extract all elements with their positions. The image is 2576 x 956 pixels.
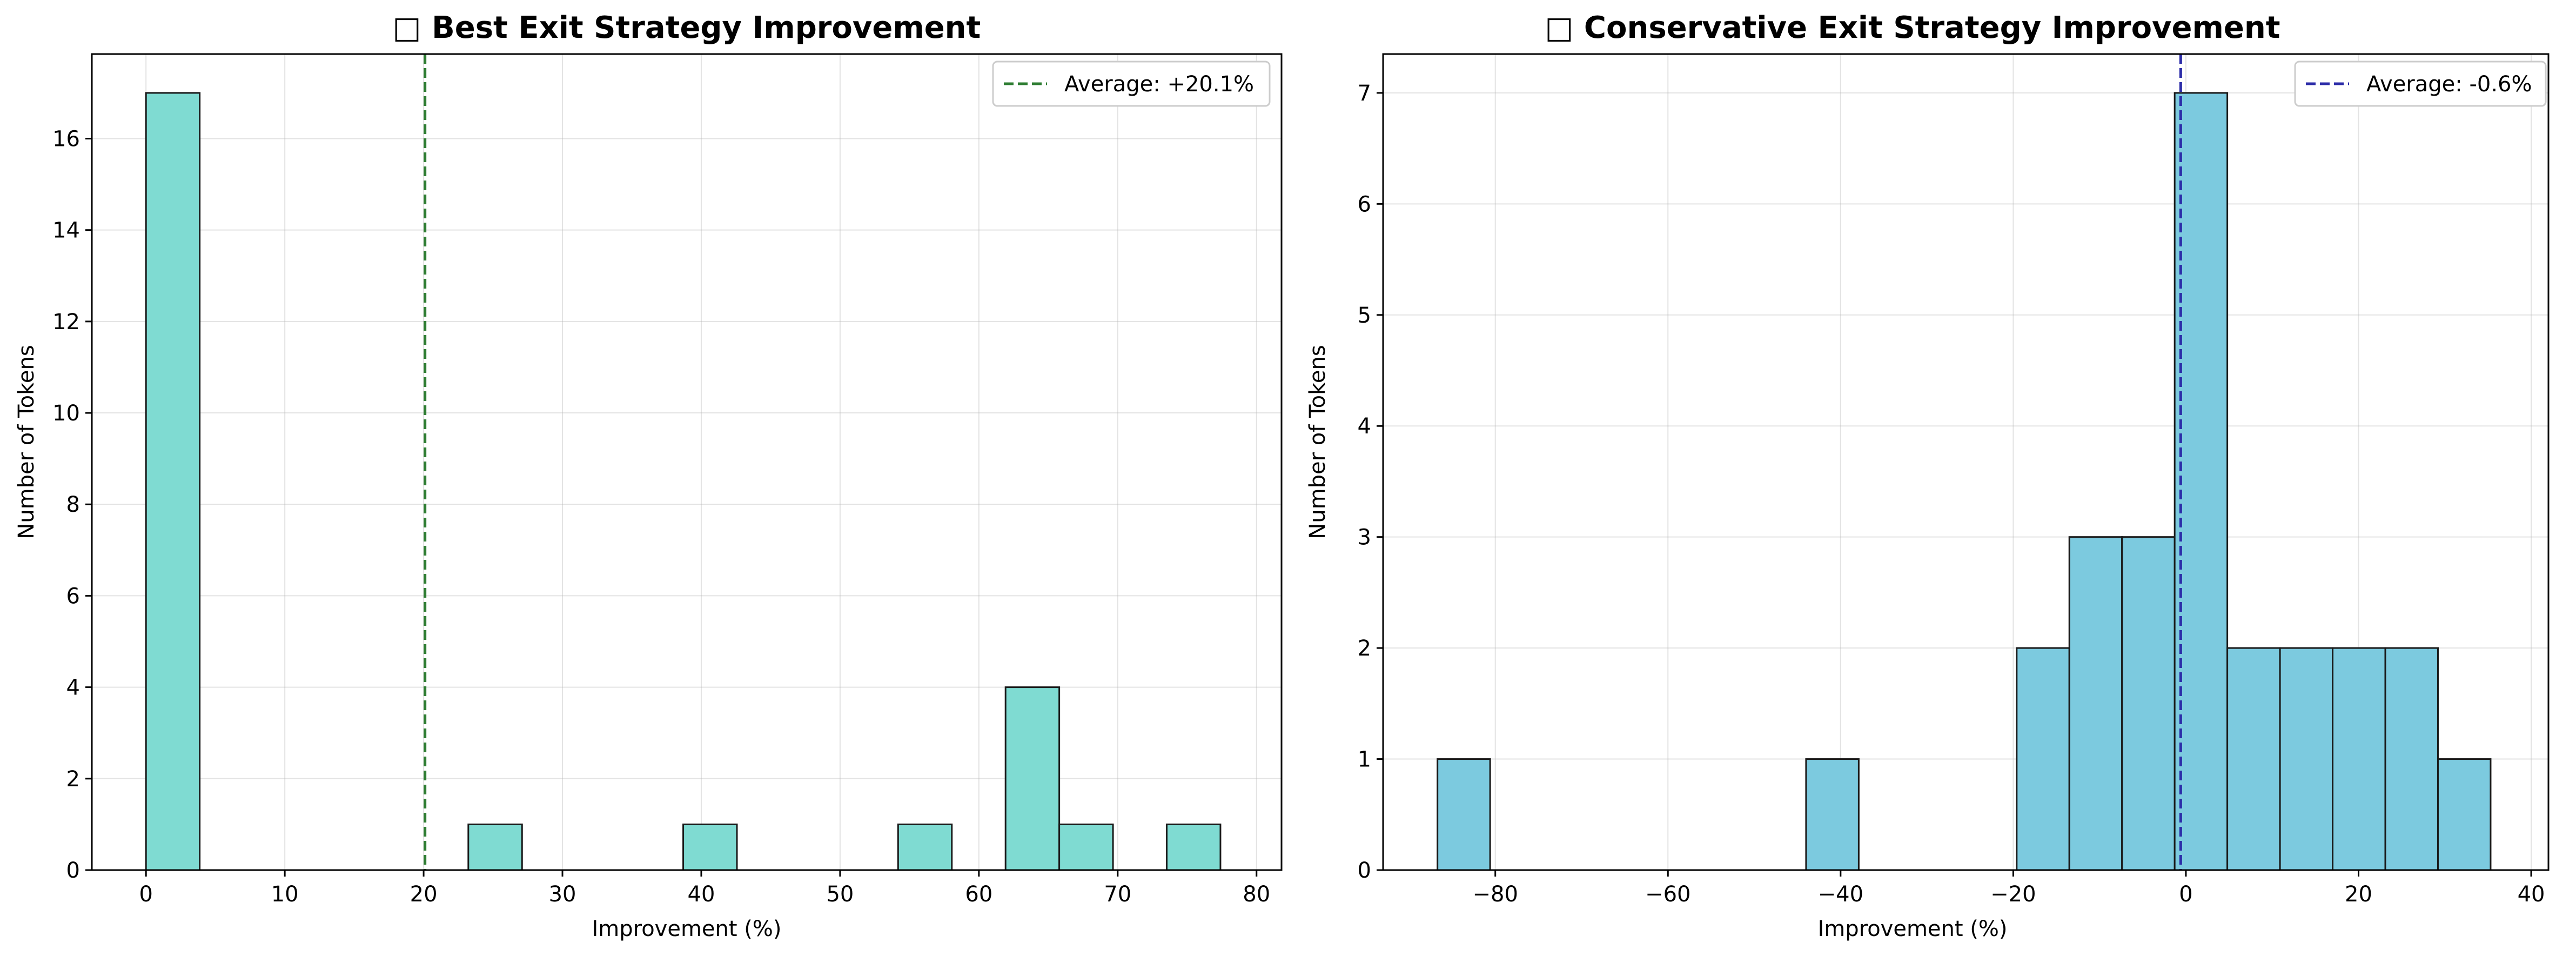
conservative-exit-x-tick-label: −60 bbox=[1645, 882, 1691, 907]
conservative-exit-title: □ Conservative Exit Strategy Improvement bbox=[1545, 10, 2280, 45]
conservative-exit-bar-16 bbox=[2279, 647, 2334, 871]
conservative-exit-bar-17 bbox=[2332, 647, 2386, 871]
conservative-exit-x-tick-label: 40 bbox=[2518, 882, 2545, 907]
best-exit-x-tick-label: 60 bbox=[965, 882, 992, 907]
best-exit-y-tick-label: 14 bbox=[52, 218, 80, 243]
conservative-exit-x-tick-label: 0 bbox=[2179, 882, 2192, 907]
best-exit-y-tick-label: 8 bbox=[66, 492, 80, 517]
conservative-exit-x-tick-label: 20 bbox=[2345, 882, 2372, 907]
best-exit-title: □ Best Exit Strategy Improvement bbox=[393, 10, 981, 45]
conservative-exit-y-tick-label: 5 bbox=[1358, 303, 1371, 328]
conservative-exit-y-tick-label: 6 bbox=[1358, 192, 1371, 217]
conservative-exit-ticks: −80 −60 −40 −20 0 20 40 0 1 2 3 4 5 6 7 bbox=[1358, 81, 2545, 907]
conservative-exit-bar-13 bbox=[2121, 536, 2176, 871]
conservative-exit-bar-12 bbox=[2068, 536, 2123, 871]
best-exit-legend-label: Average: +20.1% bbox=[1064, 72, 1254, 97]
best-exit-x-tick-label: 70 bbox=[1104, 882, 1131, 907]
best-exit-x-tick-label: 0 bbox=[139, 882, 152, 907]
best-exit-x-label: Improvement (%) bbox=[592, 917, 781, 941]
conservative-exit-y-tick-label: 1 bbox=[1358, 747, 1371, 772]
conservative-exit-legend-label: Average: -0.6% bbox=[2366, 72, 2532, 97]
conservative-exit-y-tick-label: 2 bbox=[1358, 636, 1371, 661]
conservative-exit-bar-18 bbox=[2384, 647, 2439, 871]
best-exit-y-tick-label: 12 bbox=[52, 310, 80, 335]
conservative-exit-bars bbox=[1437, 92, 2492, 871]
best-exit-grid bbox=[92, 54, 1282, 871]
best-exit-y-tick-label: 2 bbox=[66, 767, 80, 792]
best-exit-bar-14 bbox=[897, 823, 953, 871]
best-exit-y-label: Number of Tokens bbox=[14, 345, 39, 539]
best-exit-x-tick-label: 50 bbox=[826, 882, 854, 907]
best-exit-ticks: 0 10 20 30 40 50 60 70 80 0 2 4 6 8 10 12 14 16 bbox=[52, 126, 1270, 907]
best-exit-bar-10 bbox=[682, 823, 738, 871]
best-exit-legend-box bbox=[992, 61, 1271, 107]
best-exit-y-tick-label: 0 bbox=[66, 858, 80, 883]
conservative-exit-y-tick-label: 0 bbox=[1358, 858, 1371, 883]
conservative-exit-bar-14 bbox=[2174, 92, 2229, 871]
best-exit-x-tick-label: 10 bbox=[271, 882, 299, 907]
best-exit-y-tick-label: 10 bbox=[52, 401, 80, 426]
conservative-exit-bar-15 bbox=[2226, 647, 2281, 871]
conservative-exit-y-label: Number of Tokens bbox=[1305, 345, 1330, 539]
best-exit-bar-16 bbox=[1004, 686, 1061, 871]
conservative-exit-x-tick-label: −20 bbox=[1990, 882, 2036, 907]
conservative-exit-y-tick-label: 7 bbox=[1358, 81, 1371, 106]
best-exit-bar-17 bbox=[1058, 823, 1114, 871]
best-exit-axes-frame bbox=[91, 53, 1283, 871]
best-exit-legend: Average: +20.1% bbox=[992, 61, 1271, 107]
conservative-exit-y-tick-label: 4 bbox=[1358, 414, 1371, 439]
best-exit-x-tick-label: 30 bbox=[549, 882, 576, 907]
conservative-exit-bar-19 bbox=[2437, 758, 2492, 871]
conservative-exit-bar-11 bbox=[2016, 647, 2070, 871]
best-exit-y-tick-label: 16 bbox=[52, 126, 80, 151]
conservative-exit-legend: Average: -0.6% bbox=[2294, 61, 2547, 107]
conservative-exit-axes-frame bbox=[1382, 53, 2550, 871]
conservative-exit-x-tick-label: −80 bbox=[1473, 882, 1518, 907]
conservative-exit-x-label: Improvement (%) bbox=[1817, 917, 2007, 941]
best-exit-y-tick-label: 6 bbox=[66, 584, 80, 609]
best-exit-x-tick-label: 40 bbox=[688, 882, 715, 907]
conservative-exit-y-tick-label: 3 bbox=[1358, 525, 1371, 550]
conservative-exit-legend-box bbox=[2294, 61, 2547, 107]
conservative-exit-chart: □ Conservative Exit Strategy Improvement… bbox=[1305, 10, 2550, 941]
best-exit-bar-0 bbox=[145, 92, 201, 871]
conservative-exit-bar-7 bbox=[1805, 758, 1860, 871]
best-exit-x-tick-label: 80 bbox=[1243, 882, 1270, 907]
best-exit-bars bbox=[145, 92, 1222, 871]
conservative-exit-bar-0 bbox=[1437, 758, 1491, 871]
best-exit-x-tick-label: 20 bbox=[410, 882, 438, 907]
best-exit-bar-6 bbox=[467, 823, 523, 871]
best-exit-chart: □ Best Exit Strategy Improvement 0 10 20 30… bbox=[14, 10, 1283, 941]
best-exit-y-tick-label: 4 bbox=[66, 676, 80, 700]
best-exit-bar-19 bbox=[1166, 823, 1222, 871]
conservative-exit-x-tick-label: −40 bbox=[1818, 882, 1863, 907]
